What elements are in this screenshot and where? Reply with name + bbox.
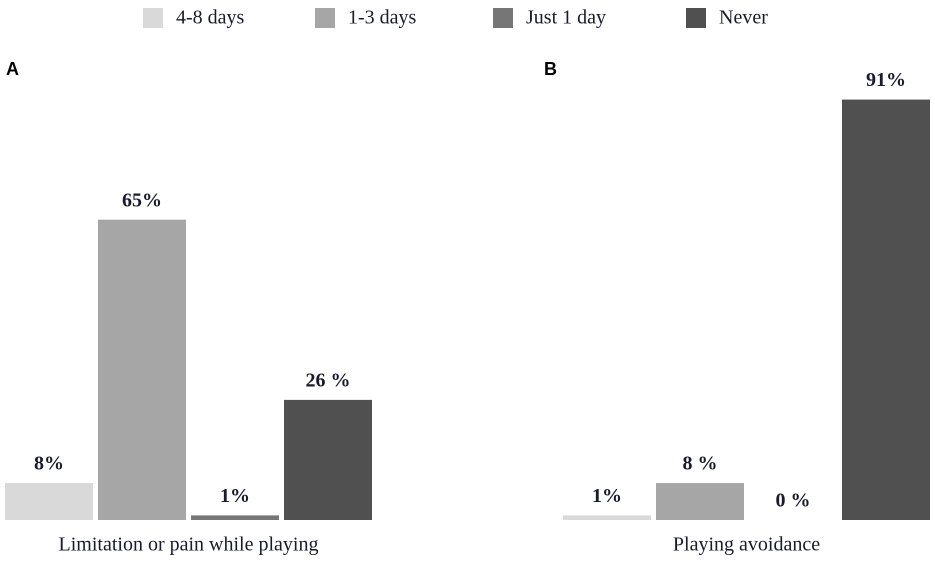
bar [191, 515, 279, 520]
bar [563, 515, 651, 520]
value-label: 65% [122, 189, 162, 211]
legend-swatch [493, 8, 513, 28]
panel-label: B [544, 59, 557, 79]
value-label: 1% [592, 485, 622, 507]
legend-label: Just 1 day [526, 7, 606, 29]
legend-label: Never [719, 7, 768, 29]
x-category-label: Limitation or pain while playing [59, 534, 319, 556]
bar [656, 483, 744, 520]
legend-swatch [686, 8, 706, 28]
legend-swatch [143, 8, 163, 28]
legend-label: 4-8 days [176, 7, 245, 29]
bar [842, 99, 930, 520]
bar [284, 399, 372, 520]
value-label: 26 % [306, 369, 351, 391]
bar [98, 219, 186, 520]
bar [5, 483, 93, 520]
value-label: 1% [220, 485, 250, 507]
value-label: 8% [34, 453, 64, 475]
legend-swatch [315, 8, 335, 28]
panel-label: A [6, 59, 19, 79]
x-category-label: Playing avoidance [673, 534, 820, 556]
value-label: 0 % [776, 490, 811, 512]
legend-label: 1-3 days [348, 7, 417, 29]
value-label: 8 % [683, 453, 718, 475]
value-label: 91% [866, 69, 906, 91]
